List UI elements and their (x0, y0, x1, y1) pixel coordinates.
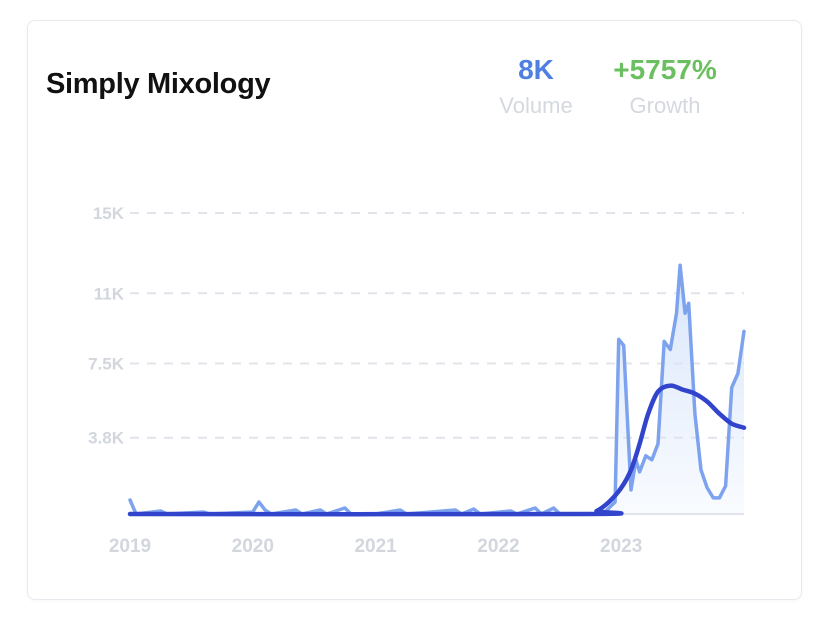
y-tick-label: 3.8K (88, 429, 125, 448)
x-axis-ticks: 2019 2020 2021 2022 2023 (109, 536, 642, 557)
x-tick-label: 2021 (354, 536, 397, 557)
x-tick-label: 2022 (477, 536, 519, 557)
y-axis-ticks: 15K 11K 7.5K 3.8K (88, 204, 125, 448)
volume-value: 8K (518, 54, 554, 85)
x-tick-label: 2019 (109, 536, 151, 557)
growth-value: +5757% (613, 54, 717, 85)
y-tick-label: 15K (93, 204, 125, 223)
x-tick-label: 2023 (600, 536, 642, 557)
y-tick-label: 7.5K (88, 355, 125, 374)
growth-label: Growth (629, 93, 701, 118)
trend-line (127, 383, 747, 517)
growth-metric: +5757% Growth (600, 52, 730, 124)
volume-label: Volume (499, 93, 573, 118)
chart-series (127, 263, 747, 517)
card-title: Simply Mixology (46, 68, 271, 100)
y-tick-label: 11K (94, 284, 125, 303)
x-tick-label: 2020 (232, 536, 274, 557)
volume-metric: 8K Volume (486, 52, 586, 124)
